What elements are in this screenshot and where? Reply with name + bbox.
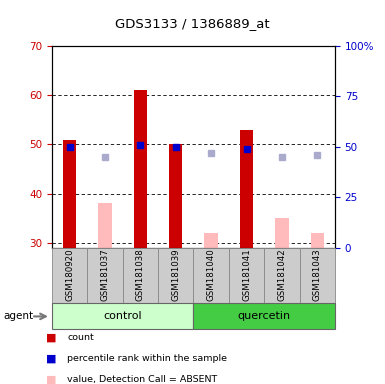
Bar	[275, 218, 289, 248]
Text: ■: ■	[46, 374, 57, 384]
Bar	[158, 248, 193, 303]
Bar	[98, 204, 112, 248]
Bar	[52, 248, 87, 303]
Bar	[193, 303, 335, 329]
Bar	[311, 233, 324, 248]
Text: GSM181042: GSM181042	[277, 248, 286, 301]
Text: quercetin: quercetin	[238, 311, 291, 321]
Text: GSM180920: GSM180920	[65, 248, 74, 301]
Bar	[229, 248, 264, 303]
Text: percentile rank within the sample: percentile rank within the sample	[67, 354, 228, 363]
Bar	[87, 248, 123, 303]
Text: GSM181038: GSM181038	[136, 248, 145, 301]
Bar	[169, 144, 182, 248]
Text: count: count	[67, 333, 94, 342]
Bar	[193, 248, 229, 303]
Bar	[264, 248, 300, 303]
Text: ■: ■	[46, 353, 57, 363]
Bar	[134, 90, 147, 248]
Bar	[204, 233, 218, 248]
Text: control: control	[104, 311, 142, 321]
Text: ■: ■	[46, 332, 57, 342]
Text: GSM181041: GSM181041	[242, 248, 251, 301]
Bar	[123, 248, 158, 303]
Bar	[63, 139, 76, 248]
Text: GSM181040: GSM181040	[207, 248, 216, 301]
Bar	[240, 130, 253, 248]
Text: agent: agent	[4, 311, 34, 321]
Text: GSM181043: GSM181043	[313, 248, 322, 301]
Text: value, Detection Call = ABSENT: value, Detection Call = ABSENT	[67, 375, 218, 384]
Text: GSM181037: GSM181037	[100, 248, 110, 301]
Bar	[52, 303, 193, 329]
Text: GSM181039: GSM181039	[171, 248, 180, 301]
Bar	[300, 248, 335, 303]
Text: GDS3133 / 1386889_at: GDS3133 / 1386889_at	[115, 17, 270, 30]
